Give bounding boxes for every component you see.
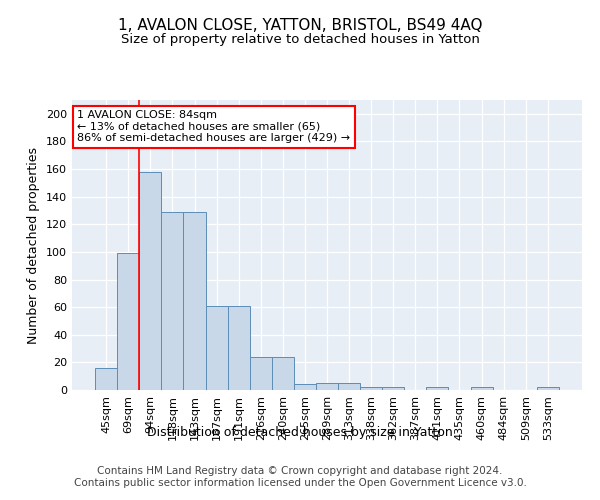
- Bar: [139, 172, 161, 390]
- Text: 1 AVALON CLOSE: 84sqm
← 13% of detached houses are smaller (65)
86% of semi-deta: 1 AVALON CLOSE: 84sqm ← 13% of detached …: [77, 110, 350, 144]
- Text: Distribution of detached houses by size in Yatton: Distribution of detached houses by size …: [147, 426, 453, 439]
- Text: Contains HM Land Registry data © Crown copyright and database right 2024.
Contai: Contains HM Land Registry data © Crown c…: [74, 466, 526, 487]
- Y-axis label: Number of detached properties: Number of detached properties: [28, 146, 40, 344]
- Bar: [227, 306, 250, 390]
- Bar: [95, 368, 117, 390]
- Bar: [427, 387, 448, 390]
- Bar: [272, 357, 294, 390]
- Bar: [117, 254, 139, 390]
- Bar: [161, 212, 184, 390]
- Bar: [206, 306, 227, 390]
- Bar: [294, 384, 316, 390]
- Bar: [537, 387, 559, 390]
- Text: Size of property relative to detached houses in Yatton: Size of property relative to detached ho…: [121, 32, 479, 46]
- Bar: [470, 387, 493, 390]
- Bar: [316, 383, 338, 390]
- Text: 1, AVALON CLOSE, YATTON, BRISTOL, BS49 4AQ: 1, AVALON CLOSE, YATTON, BRISTOL, BS49 4…: [118, 18, 482, 32]
- Bar: [338, 383, 360, 390]
- Bar: [184, 212, 206, 390]
- Bar: [250, 357, 272, 390]
- Bar: [382, 387, 404, 390]
- Bar: [360, 387, 382, 390]
